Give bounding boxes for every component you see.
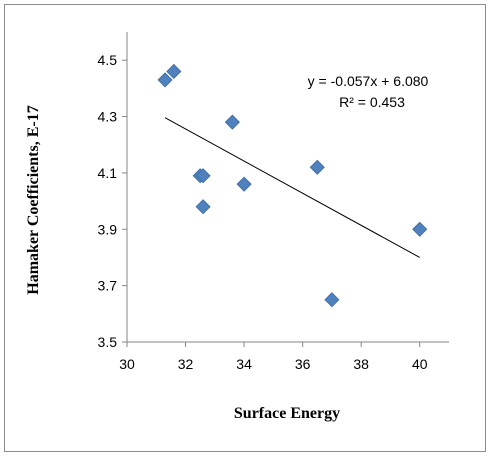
y-tick-label: 3.5 (98, 334, 118, 350)
y-tick-label: 4.1 (98, 165, 118, 181)
data-point (236, 176, 252, 192)
x-tick-label: 36 (295, 356, 311, 372)
data-point (157, 72, 173, 88)
y-tick-labels: 3.5 3.7 3.9 4.1 4.3 4.5 (98, 52, 118, 350)
y-tick-label: 3.9 (98, 221, 118, 237)
data-point (412, 221, 428, 237)
x-tick-label: 34 (236, 356, 252, 372)
y-tick-label: 4.5 (98, 52, 118, 68)
y-axis-title: Hamaker Coefficients, E-17 (25, 105, 42, 294)
data-point (324, 292, 340, 308)
trendline-equation: y = -0.057x + 6.080 (308, 73, 429, 89)
x-axis-title: Surface Energy (234, 405, 340, 422)
chart-frame (4, 4, 486, 452)
trendline-group (164, 117, 420, 258)
data-points (157, 63, 428, 308)
axes (122, 32, 449, 347)
data-point (195, 199, 211, 215)
x-tick-label: 38 (353, 356, 369, 372)
x-tick-label: 40 (412, 356, 428, 372)
data-point (224, 114, 240, 130)
y-tick-label: 3.7 (98, 278, 118, 294)
x-tick-label: 32 (178, 356, 194, 372)
data-point (309, 159, 325, 175)
data-point (195, 168, 211, 184)
y-tick-label: 4.3 (98, 109, 118, 125)
trendline (164, 117, 420, 258)
x-tick-labels: 30 32 34 36 38 40 (119, 356, 428, 372)
x-tick-label: 30 (119, 356, 135, 372)
trendline-r-squared: R² = 0.453 (339, 94, 405, 110)
data-point (166, 63, 182, 80)
